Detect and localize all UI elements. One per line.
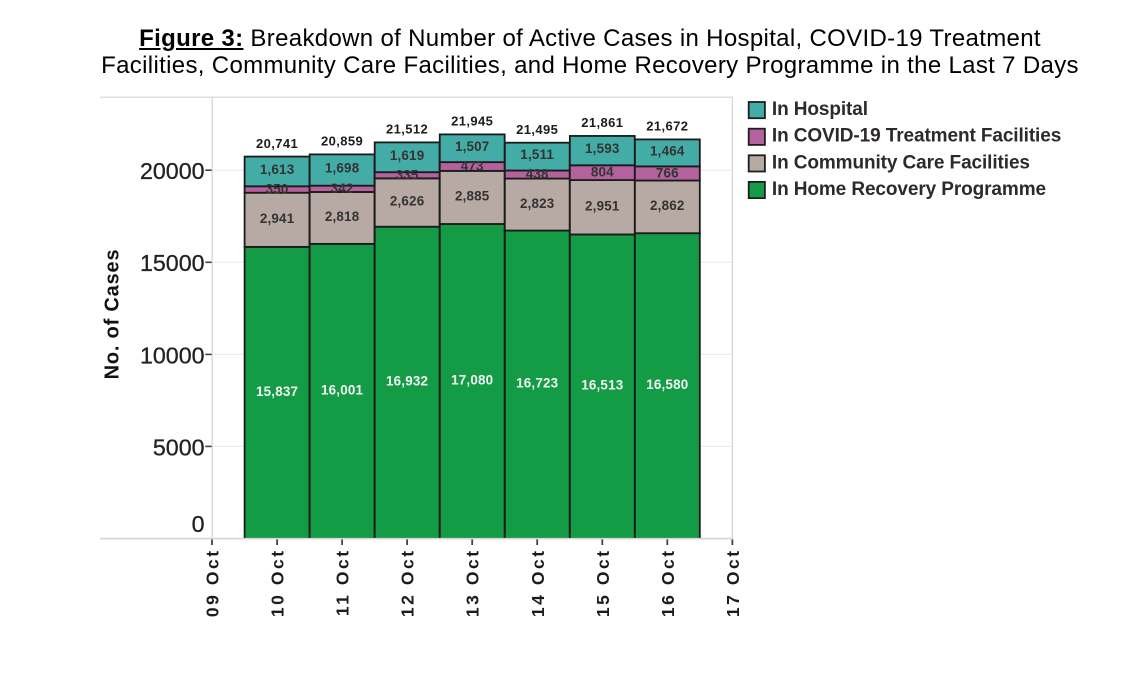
svg-text:16,001: 16,001 xyxy=(321,382,364,397)
svg-text:20000: 20000 xyxy=(140,158,204,184)
svg-text:16 Oct: 16 Oct xyxy=(658,548,678,617)
svg-text:473: 473 xyxy=(461,159,484,174)
svg-text:16,723: 16,723 xyxy=(516,376,558,391)
svg-text:1,507: 1,507 xyxy=(455,139,490,154)
svg-text:804: 804 xyxy=(591,165,614,180)
svg-text:No. of Cases: No. of Cases xyxy=(102,249,124,380)
svg-text:2,951: 2,951 xyxy=(585,198,620,213)
svg-text:21,495: 21,495 xyxy=(516,122,558,137)
svg-text:21,672: 21,672 xyxy=(646,119,688,134)
svg-text:350: 350 xyxy=(266,182,289,197)
svg-text:17,080: 17,080 xyxy=(451,372,493,387)
svg-text:16,580: 16,580 xyxy=(646,377,688,392)
svg-text:438: 438 xyxy=(526,167,549,182)
svg-text:1,619: 1,619 xyxy=(390,148,425,163)
svg-text:16,513: 16,513 xyxy=(581,378,623,393)
svg-text:2,885: 2,885 xyxy=(455,189,490,204)
svg-text:20,859: 20,859 xyxy=(321,134,363,149)
svg-text:21,512: 21,512 xyxy=(386,122,428,137)
svg-text:21,945: 21,945 xyxy=(451,114,493,129)
svg-text:17 Oct: 17 Oct xyxy=(723,548,743,617)
svg-text:15,837: 15,837 xyxy=(256,384,298,399)
svg-text:21,861: 21,861 xyxy=(581,115,623,130)
svg-text:1,698: 1,698 xyxy=(325,161,360,176)
svg-text:20,741: 20,741 xyxy=(256,136,298,151)
svg-text:2,862: 2,862 xyxy=(650,198,685,213)
svg-text:15 Oct: 15 Oct xyxy=(593,548,613,617)
svg-text:15000: 15000 xyxy=(140,250,204,276)
svg-text:10000: 10000 xyxy=(140,342,204,368)
svg-text:0: 0 xyxy=(192,511,205,537)
svg-text:335: 335 xyxy=(396,167,419,182)
svg-text:5000: 5000 xyxy=(153,434,205,460)
svg-text:09 Oct: 09 Oct xyxy=(203,548,223,617)
svg-text:2,626: 2,626 xyxy=(390,194,425,209)
svg-text:766: 766 xyxy=(656,165,679,180)
svg-text:2,941: 2,941 xyxy=(260,211,295,226)
svg-text:In COVID-19 Treatment Faciliti: In COVID-19 Treatment Facilities xyxy=(772,126,1061,147)
svg-text:342: 342 xyxy=(331,181,354,196)
svg-text:1,593: 1,593 xyxy=(585,141,620,156)
svg-text:16,932: 16,932 xyxy=(386,374,428,389)
svg-text:10 Oct: 10 Oct xyxy=(268,548,288,617)
svg-text:13 Oct: 13 Oct xyxy=(463,548,483,617)
svg-text:14 Oct: 14 Oct xyxy=(528,548,548,617)
svg-text:12 Oct: 12 Oct xyxy=(398,548,418,617)
svg-text:1,464: 1,464 xyxy=(650,143,685,158)
svg-text:1,511: 1,511 xyxy=(520,147,554,162)
svg-text:2,818: 2,818 xyxy=(325,209,360,224)
svg-text:In Home Recovery Programme: In Home Recovery Programme xyxy=(772,179,1046,200)
svg-text:In Community Care Facilities: In Community Care Facilities xyxy=(772,152,1030,173)
svg-text:2,823: 2,823 xyxy=(520,196,555,211)
svg-text:1,613: 1,613 xyxy=(260,162,295,177)
svg-text:In Hospital: In Hospital xyxy=(772,99,868,120)
svg-text:11 Oct: 11 Oct xyxy=(333,548,353,616)
